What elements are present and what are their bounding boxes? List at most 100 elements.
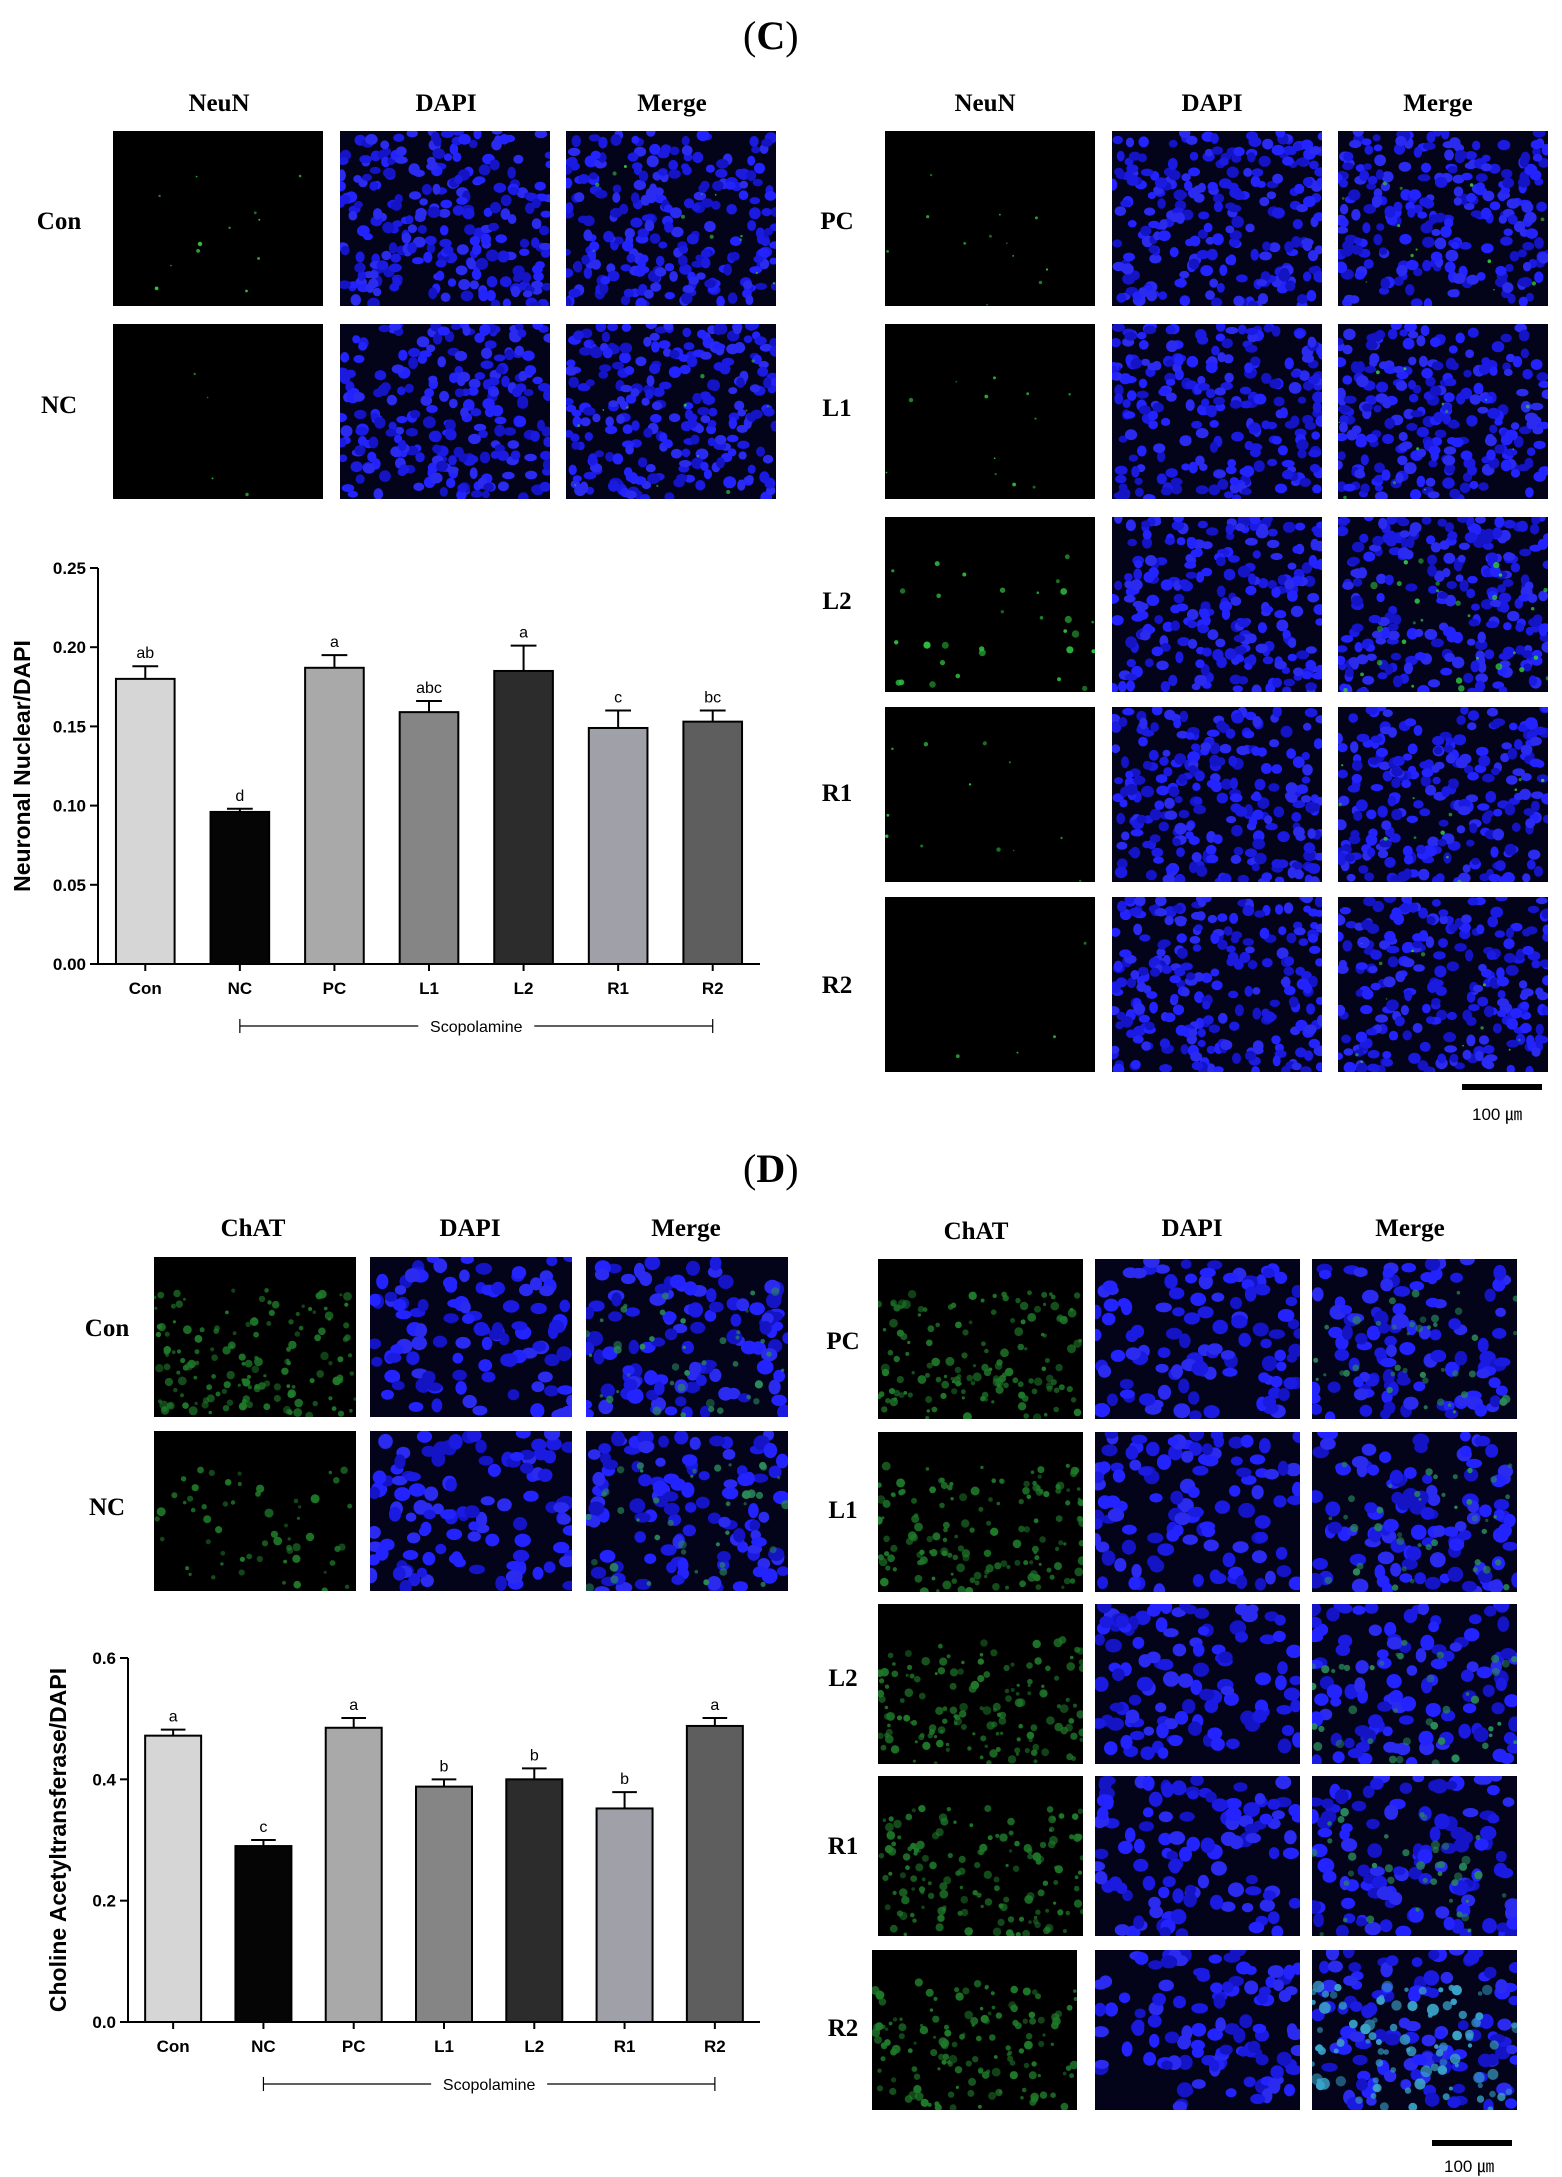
micrograph-merge-pc xyxy=(1338,131,1548,306)
micrograph-chat-con xyxy=(154,1257,356,1417)
row-label-r2: R2 xyxy=(808,2015,878,2043)
bar-nc xyxy=(211,812,270,964)
col-header-chat: ChAT xyxy=(871,1218,1081,1246)
y-tick-label: 0.15 xyxy=(53,717,86,736)
micrograph-dapi-r1 xyxy=(1095,1776,1300,1936)
col-header-dapi: DAPI xyxy=(365,1215,575,1243)
row-label-nc: NC xyxy=(24,392,94,420)
scale-bar xyxy=(1432,2140,1512,2146)
micrograph-dapi-l2 xyxy=(1112,517,1322,692)
micrograph-dapi-nc xyxy=(370,1431,572,1591)
category-label: R1 xyxy=(607,979,629,998)
significance-letter: b xyxy=(620,1771,629,1788)
micrograph-dapi-l1 xyxy=(1112,324,1322,499)
micrograph-merge-con xyxy=(586,1257,788,1417)
micrograph-dapi-pc xyxy=(1112,131,1322,306)
micrograph-neun-con xyxy=(113,131,323,306)
col-header-dapi: DAPI xyxy=(1087,1215,1297,1243)
category-label: L2 xyxy=(514,979,534,998)
micrograph-dapi-r2 xyxy=(1095,1950,1300,2110)
micrograph-dapi-r2 xyxy=(1112,897,1322,1072)
micrograph-neun-nc xyxy=(113,324,323,499)
col-header-neun: NeuN xyxy=(880,90,1090,118)
micrograph-merge-r1 xyxy=(1338,707,1548,882)
category-label: R2 xyxy=(702,979,724,998)
micrograph-merge-l2 xyxy=(1338,517,1548,692)
significance-letter: ab xyxy=(136,645,154,662)
micrograph-merge-l1 xyxy=(1312,1432,1517,1592)
micrograph-merge-l1 xyxy=(1338,324,1548,499)
bar-l1 xyxy=(416,1787,472,2022)
y-tick-label: 0.2 xyxy=(92,1892,116,1911)
y-axis-title: Neuronal Nuclear/DAPI xyxy=(9,640,35,892)
bar-pc xyxy=(305,668,364,964)
row-label-con: Con xyxy=(24,208,94,236)
micrograph-merge-r2 xyxy=(1338,897,1548,1072)
col-header-dapi: DAPI xyxy=(1107,90,1317,118)
significance-letter: d xyxy=(235,788,244,805)
col-header-dapi: DAPI xyxy=(341,90,551,118)
category-label: R2 xyxy=(704,2037,726,2056)
micrograph-merge-nc xyxy=(586,1431,788,1591)
significance-letter: b xyxy=(530,1747,539,1764)
col-header-merge: Merge xyxy=(567,90,777,118)
bar-l1 xyxy=(400,712,459,964)
micrograph-neun-pc xyxy=(885,131,1095,306)
category-label: NC xyxy=(228,979,253,998)
y-tick-label: 0.4 xyxy=(92,1770,116,1789)
micrograph-dapi-l2 xyxy=(1095,1604,1300,1764)
row-label-l1: L1 xyxy=(808,1497,878,1525)
significance-letter: c xyxy=(259,1819,267,1836)
category-label: PC xyxy=(342,2037,366,2056)
micrograph-neun-l1 xyxy=(885,324,1095,499)
bar-nc xyxy=(235,1846,291,2022)
category-label: PC xyxy=(323,979,347,998)
group-label: Scopolamine xyxy=(443,2077,536,2094)
y-tick-label: 0.6 xyxy=(92,1649,116,1668)
col-header-chat: ChAT xyxy=(148,1215,358,1243)
micrograph-dapi-pc xyxy=(1095,1259,1300,1419)
micrograph-dapi-con xyxy=(340,131,550,306)
micrograph-chat-l2 xyxy=(878,1604,1083,1764)
category-label: Con xyxy=(129,979,162,998)
significance-letter: b xyxy=(440,1758,449,1775)
micrograph-dapi-nc xyxy=(340,324,550,499)
significance-letter: c xyxy=(614,690,622,707)
panel-label-c: (C) xyxy=(743,12,799,59)
scale-bar-label: 100 ㎛ xyxy=(1444,2152,1494,2177)
y-tick-label: 0.0 xyxy=(92,2013,116,2032)
micrograph-dapi-l1 xyxy=(1095,1432,1300,1592)
micrograph-neun-r1 xyxy=(885,707,1095,882)
row-label-l2: L2 xyxy=(802,588,872,616)
y-tick-label: 0.20 xyxy=(53,638,86,657)
row-label-r1: R1 xyxy=(802,780,872,808)
row-label-l1: L1 xyxy=(802,395,872,423)
micrograph-chat-l1 xyxy=(878,1432,1083,1592)
group-label: Scopolamine xyxy=(430,1019,523,1036)
bar-l2 xyxy=(506,1779,562,2022)
row-label-r1: R1 xyxy=(808,1833,878,1861)
significance-letter: a xyxy=(330,634,339,651)
panel-label-d: (D) xyxy=(743,1145,799,1192)
col-header-neun: NeuN xyxy=(114,90,324,118)
bar-r2 xyxy=(683,722,742,964)
row-label-r2: R2 xyxy=(802,972,872,1000)
significance-letter: a xyxy=(169,1709,178,1726)
category-label: R1 xyxy=(614,2037,636,2056)
significance-letter: a xyxy=(519,625,528,642)
micrograph-dapi-con xyxy=(370,1257,572,1417)
micrograph-merge-pc xyxy=(1312,1259,1517,1419)
micrograph-chat-pc xyxy=(878,1259,1083,1419)
row-label-pc: PC xyxy=(808,1328,878,1356)
bar-r2 xyxy=(687,1726,743,2022)
category-label: L2 xyxy=(524,2037,544,2056)
bar-r1 xyxy=(589,728,648,964)
bar-pc xyxy=(326,1728,382,2022)
bar-con xyxy=(145,1736,201,2022)
y-tick-label: 0.10 xyxy=(53,797,86,816)
significance-letter: abc xyxy=(416,680,442,697)
category-label: L1 xyxy=(434,2037,454,2056)
scale-bar-label: 100 ㎛ xyxy=(1472,1100,1522,1125)
